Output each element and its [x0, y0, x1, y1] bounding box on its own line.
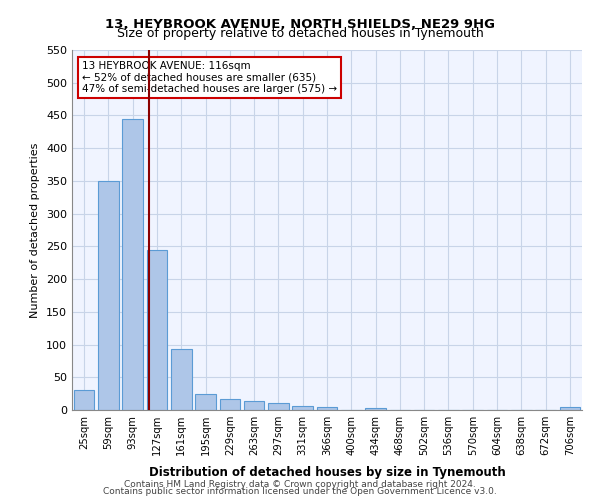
Y-axis label: Number of detached properties: Number of detached properties [31, 142, 40, 318]
Bar [146, 250, 167, 410]
Bar [98, 181, 119, 410]
Bar [195, 394, 216, 410]
Bar [122, 118, 143, 410]
Bar [171, 349, 191, 410]
Bar [74, 390, 94, 410]
Bar [560, 406, 580, 410]
Bar [317, 406, 337, 410]
Text: Contains HM Land Registry data © Crown copyright and database right 2024.: Contains HM Land Registry data © Crown c… [124, 480, 476, 489]
Text: 13 HEYBROOK AVENUE: 116sqm
← 52% of detached houses are smaller (635)
47% of sem: 13 HEYBROOK AVENUE: 116sqm ← 52% of deta… [82, 61, 337, 94]
Bar [244, 401, 265, 410]
Bar [365, 408, 386, 410]
Bar [220, 399, 240, 410]
X-axis label: Distribution of detached houses by size in Tynemouth: Distribution of detached houses by size … [149, 466, 505, 479]
Bar [268, 404, 289, 410]
Text: 13, HEYBROOK AVENUE, NORTH SHIELDS, NE29 9HG: 13, HEYBROOK AVENUE, NORTH SHIELDS, NE29… [105, 18, 495, 30]
Bar [292, 406, 313, 410]
Text: Contains public sector information licensed under the Open Government Licence v3: Contains public sector information licen… [103, 487, 497, 496]
Text: Size of property relative to detached houses in Tynemouth: Size of property relative to detached ho… [116, 28, 484, 40]
